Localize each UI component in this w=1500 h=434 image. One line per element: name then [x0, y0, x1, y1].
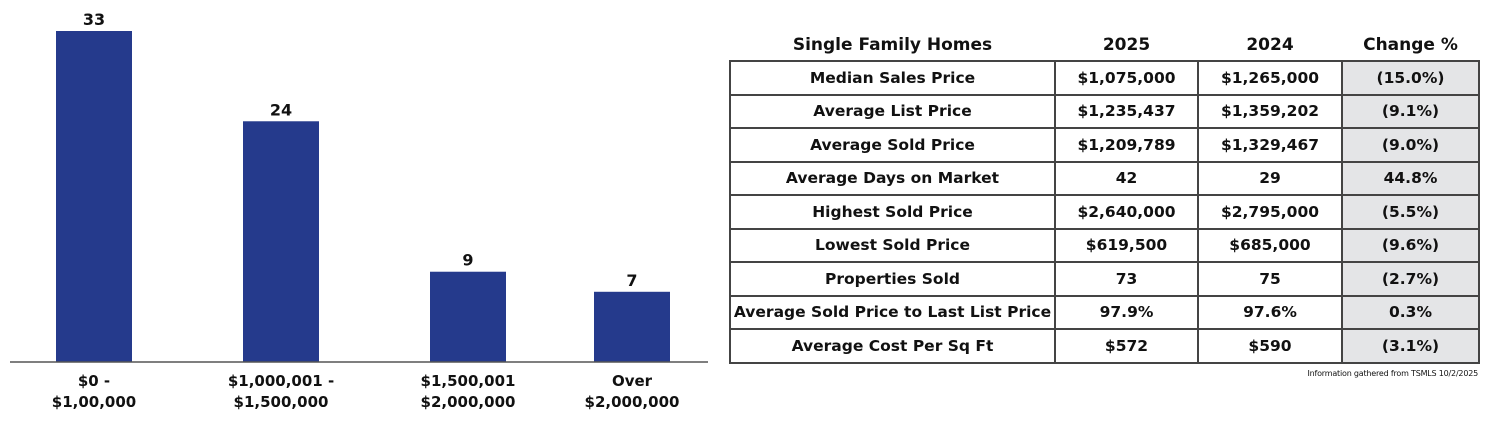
value-2024-cell: 75: [1197, 261, 1343, 297]
bar-value-label: 24: [270, 100, 292, 119]
metric-label-cell: Properties Sold: [729, 261, 1056, 297]
metric-label-cell: Highest Sold Price: [729, 194, 1056, 230]
header-change-percent: Change %: [1363, 35, 1458, 55]
price-range-bar-chart: 33 $0 - $1,00,000 24 $1,000,001 - $1,500,000 9…: [10, 10, 708, 411]
value-2025-cell: $1,235,437: [1054, 93, 1199, 129]
table-row: Average Cost Per Sq Ft $572 $590 (3.1%): [729, 328, 1480, 364]
value-2025-cell: 42: [1054, 160, 1199, 196]
metric-label-cell: Median Sales Price: [729, 60, 1056, 96]
change-percent-cell: 44.8%: [1341, 160, 1480, 196]
metric-label-cell: Lowest Sold Price: [729, 227, 1056, 263]
x-tick-label: $0 -: [78, 372, 110, 390]
metric-label-cell: Average Sold Price: [729, 127, 1056, 163]
value-2024-cell: $590: [1197, 328, 1343, 364]
header-2025: 2025: [1102, 35, 1151, 55]
change-percent-cell: (9.1%): [1341, 93, 1480, 129]
bar-value-label: 9: [462, 251, 473, 270]
value-2025-cell: 97.9%: [1054, 294, 1199, 330]
value-2024-cell: 97.6%: [1197, 294, 1343, 330]
value-2024-cell: $1,265,000: [1197, 60, 1343, 96]
value-2024-cell: $2,795,000: [1197, 194, 1343, 230]
metric-label-cell: Average List Price: [729, 93, 1056, 129]
change-percent-cell: (9.0%): [1341, 127, 1480, 163]
change-percent-cell: (15.0%): [1341, 60, 1480, 96]
x-tick-label: $1,00,000: [52, 393, 136, 411]
table-row: Average Sold Price to Last List Price 97.…: [729, 294, 1480, 330]
change-percent-cell: (5.5%): [1341, 194, 1480, 230]
x-tick-label: $2,000,000: [421, 393, 516, 411]
x-tick-label: Over: [612, 372, 653, 390]
change-percent-cell: 0.3%: [1341, 294, 1480, 330]
x-tick-label: $1,500,001: [421, 372, 516, 390]
value-2024-cell: 29: [1197, 160, 1343, 196]
value-2025-cell: $1,075,000: [1054, 60, 1199, 96]
x-tick-label: $1,000,001 -: [228, 372, 334, 390]
metric-label-cell: Average Sold Price to Last List Price: [729, 294, 1056, 330]
value-2025-cell: $1,209,789: [1054, 127, 1199, 163]
value-2024-cell: $685,000: [1197, 227, 1343, 263]
value-2024-cell: $1,329,467: [1197, 127, 1343, 163]
table-header-row: Single Family Homes 2025 2024 Change %: [730, 30, 1479, 61]
source-footnote: Information gathered from TSMLS 10/2/202…: [1307, 369, 1478, 378]
table-row: Lowest Sold Price $619,500 $685,000 (9.6%): [729, 227, 1480, 263]
value-2025-cell: $572: [1054, 328, 1199, 364]
table-row: Average Sold Price $1,209,789 $1,329,467 (9…: [729, 127, 1480, 163]
value-2025-cell: 73: [1054, 261, 1199, 297]
x-tick-label: $1,500,000: [234, 393, 329, 411]
bar-value-label: 7: [626, 271, 637, 290]
change-percent-cell: (9.6%): [1341, 227, 1480, 263]
comparison-table-container: Single Family Homes 2025 2024 Change % M…: [729, 30, 1480, 364]
header-category: Single Family Homes: [792, 35, 993, 55]
table-row: Average List Price $1,235,437 $1,359,202 (9…: [729, 93, 1480, 129]
bar-1: [56, 31, 132, 362]
change-percent-cell: (3.1%): [1341, 328, 1480, 364]
table-row: Properties Sold 73 75 (2.7%): [729, 261, 1480, 297]
x-tick-label: $2,000,000: [585, 393, 680, 411]
header-2024: 2024: [1246, 35, 1294, 55]
bar-4: [594, 291, 670, 362]
bar-value-label: 33: [83, 10, 105, 29]
value-2025-cell: $619,500: [1054, 227, 1199, 263]
table-row: Average Days on Market 42 29 44.8%: [729, 160, 1480, 196]
metric-label-cell: Average Cost Per Sq Ft: [729, 328, 1056, 364]
value-2024-cell: $1,359,202: [1197, 93, 1343, 129]
table-row: Median Sales Price $1,075,000 $1,265,000 (1…: [729, 60, 1480, 96]
bar-3: [430, 271, 506, 362]
bar-2: [243, 121, 319, 362]
value-2025-cell: $2,640,000: [1054, 194, 1199, 230]
single-family-homes-table: Single Family Homes 2025 2024 Change % M…: [729, 30, 1480, 364]
change-percent-cell: (2.7%): [1341, 261, 1480, 297]
table-row: Highest Sold Price $2,640,000 $2,795,000 (5…: [729, 194, 1480, 230]
metric-label-cell: Average Days on Market: [729, 160, 1056, 196]
